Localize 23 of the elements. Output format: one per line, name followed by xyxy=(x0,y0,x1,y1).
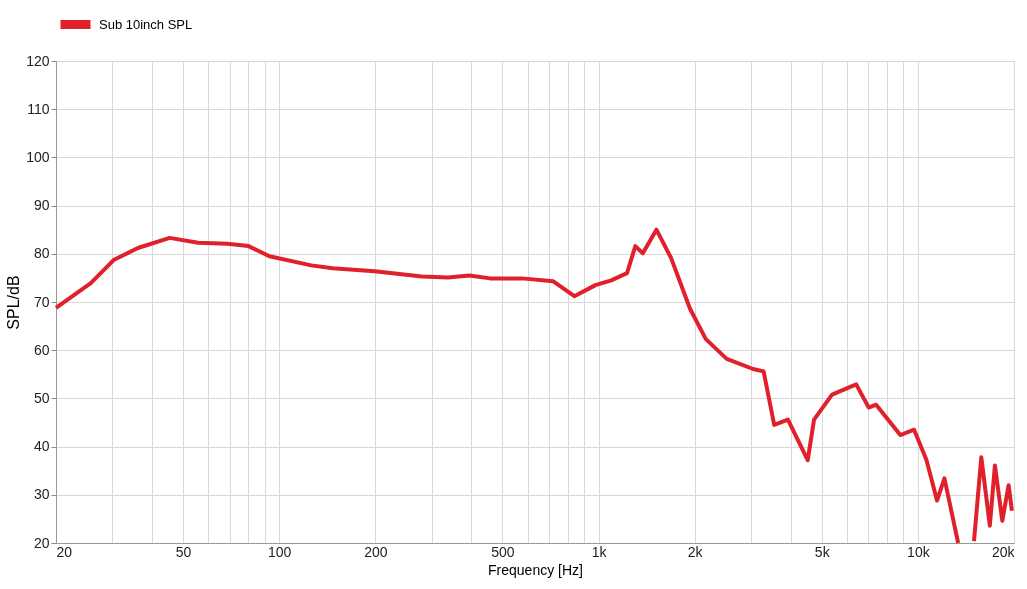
x-tick-label: 200 xyxy=(364,543,388,560)
x-tick-label: 20k xyxy=(991,543,1016,560)
legend-label: Sub 10inch SPL xyxy=(99,16,193,32)
y-tick-label: 80 xyxy=(33,245,50,262)
y-tick-label: 70 xyxy=(33,293,50,310)
y-tick-label: 120 xyxy=(26,52,50,69)
x-tick-label: 1k xyxy=(591,543,608,560)
y-tick-label: 110 xyxy=(27,100,50,117)
x-tick-label: 500 xyxy=(491,543,515,560)
y-tick-label: 30 xyxy=(33,486,50,503)
y-tick-label: 50 xyxy=(33,389,50,406)
y-tick-label: 60 xyxy=(33,341,50,358)
x-tick-label: 10k xyxy=(907,543,931,560)
x-tick-label: 50 xyxy=(175,543,192,560)
x-tick-label: 100 xyxy=(268,543,292,560)
y-tick-label: 40 xyxy=(33,438,50,455)
y-tick-label: 100 xyxy=(26,148,50,165)
x-tick-label: 20 xyxy=(56,543,73,560)
y-axis-title: SPL/dB xyxy=(5,275,23,330)
y-tick-label: 90 xyxy=(33,197,50,214)
x-tick-label: 5k xyxy=(814,543,831,560)
x-axis-title: Frequency [Hz] xyxy=(488,561,583,578)
x-tick-label: 2k xyxy=(687,543,704,560)
